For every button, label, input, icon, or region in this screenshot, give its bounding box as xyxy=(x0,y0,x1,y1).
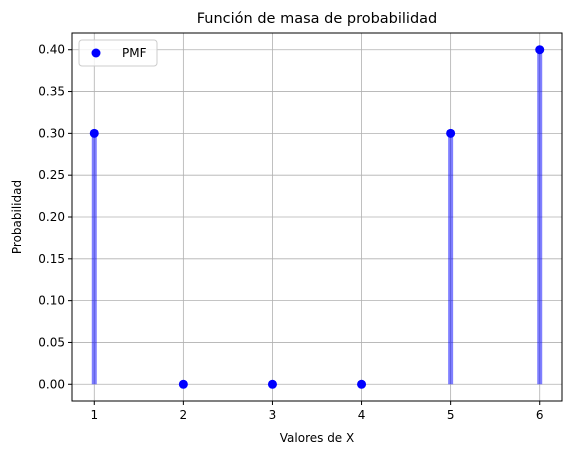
x-tick-label: 5 xyxy=(447,408,455,422)
ticks-layer: 1 2 3 4 5 6 0.00 0.05 0.10 0.15 0.20 0.25 0.30 0.35 0.… xyxy=(38,43,543,422)
y-tick-label: 0.10 xyxy=(38,294,65,308)
pmf-point xyxy=(178,379,188,389)
x-tick-label: 1 xyxy=(90,408,98,422)
y-tick-label: 0.40 xyxy=(38,43,65,57)
pmf-point xyxy=(357,379,367,389)
points-layer xyxy=(89,45,545,389)
y-tick-label: 0.05 xyxy=(38,335,65,349)
y-tick-label: 0.35 xyxy=(38,85,65,99)
pmf-point xyxy=(267,379,277,389)
pmf-point xyxy=(89,128,99,138)
y-tick-label: 0.00 xyxy=(38,377,65,391)
legend: PMF xyxy=(78,39,158,67)
legend-label: PMF xyxy=(122,46,147,60)
pmf-point xyxy=(446,128,456,138)
pmf-point xyxy=(535,45,545,55)
chart-title: Función de masa de probabilidad xyxy=(197,11,438,27)
x-tick-label: 4 xyxy=(358,408,366,422)
y-axis-label: Probabilidad xyxy=(10,180,24,254)
x-tick-label: 2 xyxy=(180,408,188,422)
legend-marker xyxy=(91,48,101,58)
x-axis-label: Valores de X xyxy=(280,431,354,445)
stems-layer xyxy=(91,49,543,385)
y-tick-label: 0.20 xyxy=(38,210,65,224)
legend-box xyxy=(78,39,158,67)
y-tick-label: 0.15 xyxy=(38,252,65,266)
y-tick-label: 0.30 xyxy=(38,126,65,140)
y-tick-label: 0.25 xyxy=(38,168,65,182)
x-tick-label: 6 xyxy=(536,408,544,422)
grid-layer xyxy=(72,33,562,401)
x-tick-label: 3 xyxy=(269,408,277,422)
